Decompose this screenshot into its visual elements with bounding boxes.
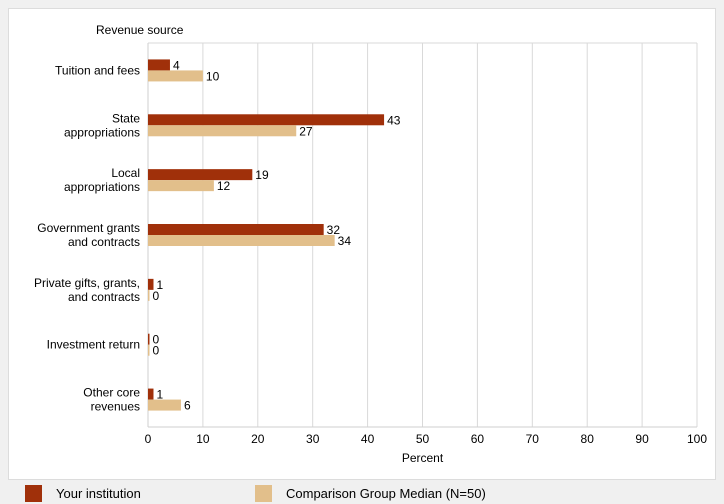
category-label-government-grants-and-contracts-line-2: and contracts xyxy=(68,235,140,249)
bar-your-institution-local-appropriations xyxy=(148,169,253,181)
legend-item-comparison-group: Comparison Group Median (N=50) xyxy=(255,485,486,502)
x-tick-label-70: 70 xyxy=(526,432,540,446)
x-tick-label-60: 60 xyxy=(471,432,485,446)
data-label-your-institution-tuition-and-fees: 4 xyxy=(173,58,180,72)
legend-swatch-your-institution xyxy=(25,485,42,502)
bar-your-institution-investment-return xyxy=(148,333,150,345)
bar-comparison-group-median-n-50-local-appropriations xyxy=(148,180,214,192)
x-tick-label-30: 30 xyxy=(306,432,320,446)
category-label-private-gifts-grants-and-contracts-line-2: and contracts xyxy=(68,290,140,304)
category-label-private-gifts-grants-and-contracts-line-1: Private gifts, grants, xyxy=(34,276,140,290)
bar-your-institution-state-appropriations xyxy=(148,114,385,126)
data-label-your-institution-government-grants-and-contracts: 32 xyxy=(327,223,341,237)
bar-your-institution-other-core-revenues xyxy=(148,388,154,400)
category-label-other-core-revenues-line-2: revenues xyxy=(91,400,140,414)
bar-comparison-group-median-n-50-state-appropriations xyxy=(148,125,297,137)
data-label-comparison-group-median-n-50-other-core-revenues: 6 xyxy=(184,399,191,413)
category-label-other-core-revenues-line-1: Other core xyxy=(83,386,140,400)
category-label-tuition-and-fees: Tuition and fees xyxy=(55,63,140,77)
bar-your-institution-private-gifts-grants-and-contracts xyxy=(148,278,154,290)
data-label-your-institution-local-appropriations: 19 xyxy=(255,168,269,182)
data-label-comparison-group-median-n-50-state-appropriations: 27 xyxy=(299,124,313,138)
data-label-your-institution-investment-return: 0 xyxy=(153,333,160,347)
legend-label-your-institution: Your institution xyxy=(56,486,141,501)
category-label-local-appropriations-line-2: appropriations xyxy=(64,180,140,194)
data-label-your-institution-other-core-revenues: 1 xyxy=(156,388,163,402)
category-label-local-appropriations-line-1: Local xyxy=(111,166,140,180)
x-tick-label-100: 100 xyxy=(687,432,707,446)
data-label-your-institution-state-appropriations: 43 xyxy=(387,113,401,127)
x-tick-label-50: 50 xyxy=(416,432,430,446)
bar-comparison-group-median-n-50-tuition-and-fees xyxy=(148,70,203,82)
data-label-comparison-group-median-n-50-government-grants-and-contracts: 34 xyxy=(338,234,352,248)
data-label-comparison-group-median-n-50-investment-return: 0 xyxy=(153,344,160,358)
y-axis-title: Revenue source xyxy=(96,23,184,37)
category-label-state-appropriations-line-1: State xyxy=(112,111,140,125)
x-tick-label-90: 90 xyxy=(635,432,649,446)
x-tick-label-40: 40 xyxy=(361,432,375,446)
category-label-state-appropriations-line-2: appropriations xyxy=(64,125,140,139)
x-tick-label-10: 10 xyxy=(196,432,210,446)
bar-comparison-group-median-n-50-private-gifts-grants-and-contracts xyxy=(148,289,150,301)
legend: Your institution Comparison Group Median… xyxy=(0,480,724,504)
data-label-comparison-group-median-n-50-local-appropriations: 12 xyxy=(217,179,231,193)
data-label-your-institution-private-gifts-grants-and-contracts: 1 xyxy=(156,278,163,292)
data-label-comparison-group-median-n-50-private-gifts-grants-and-contracts: 0 xyxy=(153,289,160,303)
category-label-government-grants-and-contracts-line-1: Government grants xyxy=(37,221,140,235)
category-label-investment-return: Investment return xyxy=(47,338,140,352)
x-tick-label-80: 80 xyxy=(581,432,595,446)
bar-comparison-group-median-n-50-other-core-revenues xyxy=(148,399,181,411)
x-tick-label-20: 20 xyxy=(251,432,265,446)
legend-swatch-comparison-group xyxy=(255,485,272,502)
x-axis-title: Percent xyxy=(402,451,444,465)
bar-your-institution-tuition-and-fees xyxy=(148,59,170,71)
bar-comparison-group-median-n-50-investment-return xyxy=(148,344,150,356)
legend-label-comparison-group: Comparison Group Median (N=50) xyxy=(286,486,486,501)
x-tick-label-0: 0 xyxy=(145,432,152,446)
bar-your-institution-government-grants-and-contracts xyxy=(148,224,324,235)
legend-item-your-institution: Your institution xyxy=(25,485,141,502)
bar-comparison-group-median-n-50-government-grants-and-contracts xyxy=(148,235,335,246)
data-label-comparison-group-median-n-50-tuition-and-fees: 10 xyxy=(206,69,220,83)
chart-panel: 0 10 20 30 40 50 60 70 80 90 100 Revenue source Perc… xyxy=(8,8,716,480)
